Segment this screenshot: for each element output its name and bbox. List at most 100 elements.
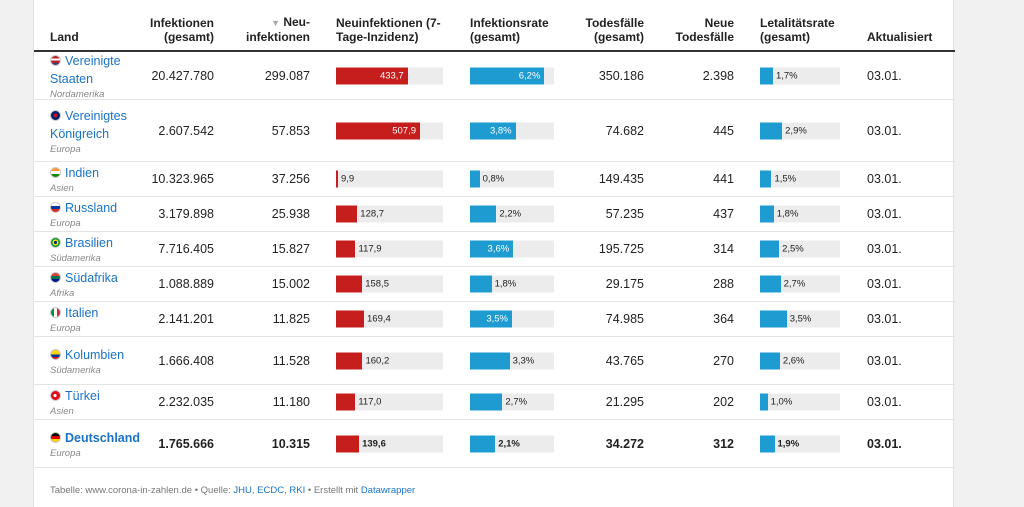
header-infektionen[interactable]: Infektionen (gesamt) xyxy=(134,16,214,44)
infection-rate-value: 2,2% xyxy=(499,208,522,220)
infection-rate-bar: 3,5% xyxy=(470,310,554,328)
infection-rate-bar-fill xyxy=(470,240,514,258)
lethality-bar: 1,7% xyxy=(760,67,840,85)
flag-icon-ru xyxy=(50,202,61,213)
lethality-bar-fill xyxy=(760,275,781,293)
infection-rate-value: 2,1% xyxy=(498,438,520,449)
header-neuinfektionen-label: Neu-infektionen xyxy=(245,15,310,44)
country-link[interactable]: Brasilien xyxy=(65,236,113,250)
total-infections: 20.427.780 xyxy=(151,69,214,83)
header-infektionsrate[interactable]: Infektionsrate (gesamt) xyxy=(470,16,549,44)
new-deaths: 202 xyxy=(713,395,734,409)
header-todesfaelle[interactable]: Todesfälle (gesamt) xyxy=(585,16,644,44)
header-aktualisiert[interactable]: Aktualisiert xyxy=(867,30,933,44)
country-link[interactable]: Türkei xyxy=(65,389,100,403)
incidence-bar: 139,6 xyxy=(336,435,443,452)
header-letalitaetsrate[interactable]: Letalitätsrate (gesamt) xyxy=(760,16,835,44)
incidence-value: 9,9 xyxy=(341,173,355,185)
table-row: Deutschland Europa 1.765.666 10.315 139,… xyxy=(34,420,955,468)
lethality-value: 1,9% xyxy=(777,438,800,449)
lethality-bar: 1,8% xyxy=(760,205,840,223)
infection-rate-bar-fill xyxy=(470,310,512,328)
new-infections: 10.315 xyxy=(271,436,310,451)
total-infections: 10.323.965 xyxy=(151,172,214,186)
country-link[interactable]: Italien xyxy=(65,306,99,320)
country-cell: Kolumbien Südamerika xyxy=(50,346,140,376)
lethality-bar-fill xyxy=(760,67,773,85)
lethality-value: 2,9% xyxy=(785,125,807,136)
infection-rate-bar-fill xyxy=(470,393,503,411)
header-inzidenz[interactable]: Neuinfektionen (7-Tage-Inzidenz) xyxy=(336,16,441,44)
country-link[interactable]: Kolumbien xyxy=(65,347,125,362)
country-link[interactable]: Deutschland xyxy=(65,430,141,445)
table-row: Russland Europa 3.179.898 25.938 128,7 2… xyxy=(34,197,955,232)
incidence-bar-fill xyxy=(336,67,408,85)
infection-rate-bar: 0,8% xyxy=(470,170,554,188)
lethality-bar: 2,5% xyxy=(760,240,840,258)
new-infections: 25.938 xyxy=(271,207,310,221)
country-link[interactable]: Südafrika xyxy=(65,271,118,285)
total-infections: 7.716.405 xyxy=(158,242,214,256)
incidence-bar: 433,7 xyxy=(336,67,443,85)
lethality-value: 2,6% xyxy=(782,355,805,366)
infection-rate-value: 2,7% xyxy=(505,396,528,408)
total-infections: 1.765.666 xyxy=(158,436,214,451)
infection-rate-value: 0,8% xyxy=(482,173,505,185)
header-land[interactable]: Land xyxy=(50,30,79,44)
incidence-bar: 158,5 xyxy=(336,275,443,293)
new-deaths: 314 xyxy=(713,242,734,256)
header-neuinfektionen[interactable]: ▼ Neu-infektionen xyxy=(230,15,310,44)
header-neue-todesfaelle[interactable]: Neue Todesfälle xyxy=(675,16,734,44)
lethality-bar-fill xyxy=(760,393,768,411)
lethality-bar: 2,6% xyxy=(760,352,840,369)
country-link[interactable]: Vereinigte Staaten xyxy=(50,54,121,86)
country-link[interactable]: Vereinigtes Königreich xyxy=(50,108,127,141)
source-link-ecdc[interactable]: ECDC xyxy=(257,485,285,496)
new-deaths: 270 xyxy=(713,353,734,368)
incidence-value: 117,0 xyxy=(358,396,382,408)
incidence-value: 117,9 xyxy=(358,243,382,255)
country-link[interactable]: Russland xyxy=(65,201,118,215)
deaths-total: 74.985 xyxy=(605,312,644,326)
new-deaths: 288 xyxy=(713,277,734,291)
lethality-bar-fill xyxy=(760,435,775,452)
new-deaths: 437 xyxy=(713,207,734,221)
flag-icon-uk xyxy=(50,109,61,121)
flag-icon-co xyxy=(50,348,61,360)
infection-rate-bar: 1,8% xyxy=(470,275,554,293)
infection-rate-bar-fill xyxy=(470,275,492,293)
updated-date: 03.01. xyxy=(867,207,902,221)
incidence-bar: 128,7 xyxy=(336,205,443,223)
new-infections: 299.087 xyxy=(264,69,310,83)
updated-date: 03.01. xyxy=(867,353,902,368)
infection-rate-bar: 3,6% xyxy=(470,240,554,258)
updated-date: 03.01. xyxy=(867,277,902,291)
country-cell: Türkei Asien xyxy=(50,387,140,417)
total-infections: 2.141.201 xyxy=(158,312,214,326)
infection-rate-bar-fill xyxy=(470,205,497,223)
infection-rate-value: 3,5% xyxy=(486,313,508,325)
country-link[interactable]: Indien xyxy=(65,166,100,180)
table-footer: Tabelle: www.corona-in-zahlen.de • Quell… xyxy=(50,485,416,496)
infection-rate-bar-fill xyxy=(470,435,496,452)
deaths-total: 195.725 xyxy=(598,242,644,256)
flag-icon-de xyxy=(50,431,61,443)
incidence-value: 169,4 xyxy=(367,313,391,325)
incidence-bar-fill xyxy=(336,275,363,293)
incidence-value: 507,9 xyxy=(392,125,416,136)
continent-label: Südamerika xyxy=(50,253,101,264)
new-infections: 57.853 xyxy=(271,123,310,138)
datawrapper-link[interactable]: Datawrapper xyxy=(360,485,416,496)
source-link-jhu[interactable]: JHU xyxy=(233,485,252,496)
infection-rate-value: 3,3% xyxy=(512,355,535,366)
infection-rate-bar-fill xyxy=(470,170,480,188)
lethality-bar-fill xyxy=(760,122,783,139)
continent-label: Afrika xyxy=(50,288,75,299)
source-link-rki[interactable]: RKI xyxy=(289,485,306,496)
updated-date: 03.01. xyxy=(867,69,902,83)
table-header: Land Infektionen (gesamt) ▼ Neu-infektio… xyxy=(34,10,955,52)
total-infections: 1.666.408 xyxy=(158,353,214,368)
deaths-total: 74.682 xyxy=(605,123,644,138)
table-row: Vereinigtes Königreich Europa 2.607.542 … xyxy=(34,100,955,162)
infection-rate-value: 1,8% xyxy=(494,278,517,290)
